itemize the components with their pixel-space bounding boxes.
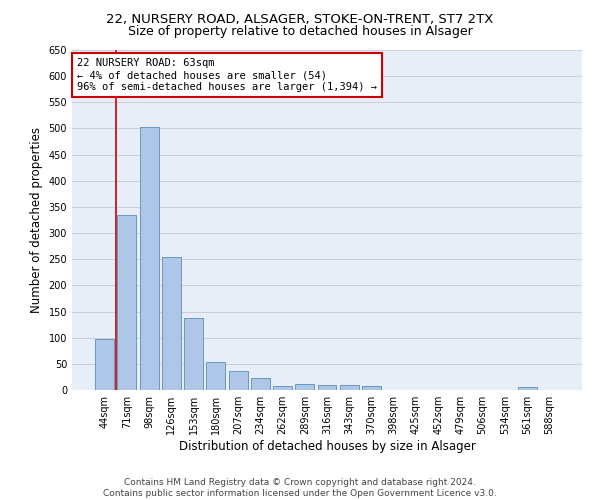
Text: Contains HM Land Registry data © Crown copyright and database right 2024.
Contai: Contains HM Land Registry data © Crown c… <box>103 478 497 498</box>
Bar <box>184 318 203 390</box>
Bar <box>340 385 359 390</box>
Text: 22 NURSERY ROAD: 63sqm
← 4% of detached houses are smaller (54)
96% of semi-deta: 22 NURSERY ROAD: 63sqm ← 4% of detached … <box>77 58 377 92</box>
Bar <box>362 386 381 390</box>
Bar <box>518 388 536 390</box>
Bar <box>273 386 292 390</box>
Bar <box>95 340 114 390</box>
Bar <box>140 127 158 390</box>
Bar <box>229 370 248 390</box>
Bar <box>251 378 270 390</box>
Bar <box>206 362 225 390</box>
Bar <box>118 216 136 390</box>
Text: 22, NURSERY ROAD, ALSAGER, STOKE-ON-TRENT, ST7 2TX: 22, NURSERY ROAD, ALSAGER, STOKE-ON-TREN… <box>106 12 494 26</box>
X-axis label: Distribution of detached houses by size in Alsager: Distribution of detached houses by size … <box>179 440 475 453</box>
Bar <box>295 384 314 390</box>
Y-axis label: Number of detached properties: Number of detached properties <box>30 127 43 313</box>
Text: Size of property relative to detached houses in Alsager: Size of property relative to detached ho… <box>128 25 472 38</box>
Bar <box>162 257 181 390</box>
Bar <box>317 385 337 390</box>
